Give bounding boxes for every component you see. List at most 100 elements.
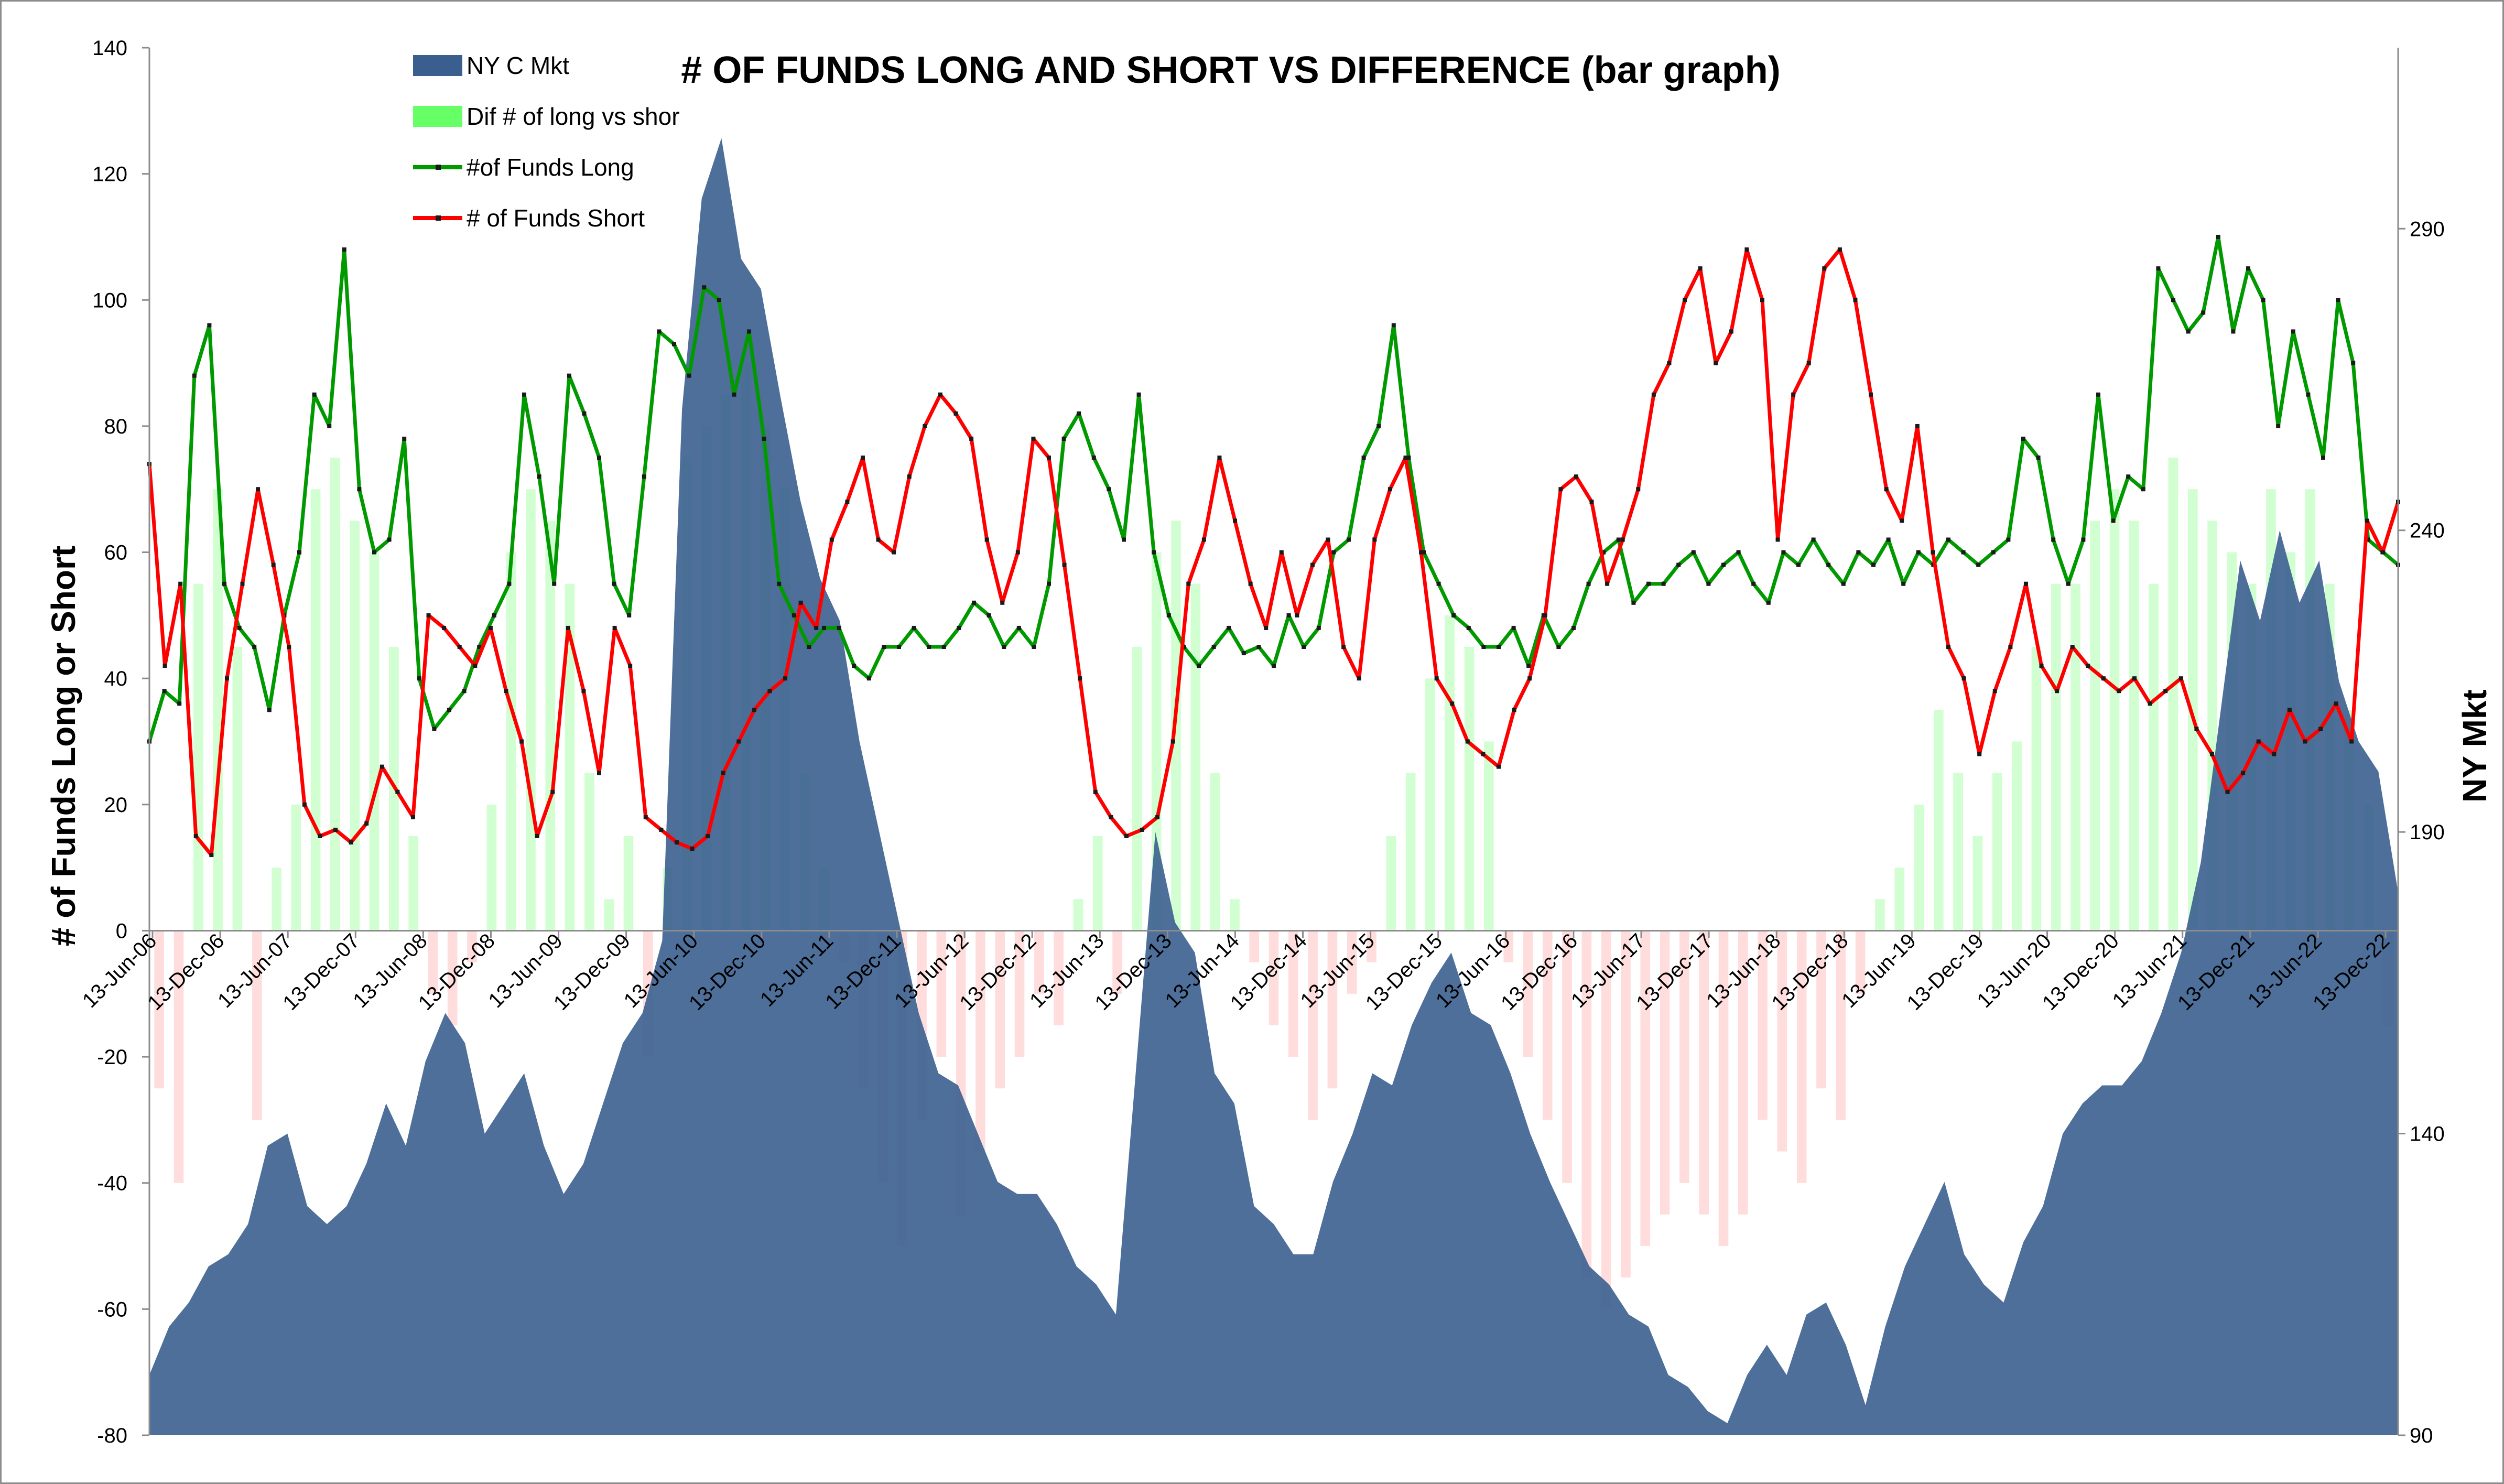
point-0-113: [1841, 581, 1846, 586]
legend-swatch-1: [413, 106, 462, 127]
point-1-1: [162, 664, 167, 668]
point-0-95: [1571, 625, 1576, 630]
bar-50: [1132, 647, 1142, 931]
bar-91: [1934, 710, 1944, 931]
point-0-24: [507, 581, 512, 586]
point-1-18: [426, 613, 431, 618]
bar-90: [1914, 804, 1924, 931]
point-0-40: [747, 329, 751, 334]
point-0-109: [1781, 550, 1786, 555]
point-0-8: [267, 708, 272, 712]
bar-62: [1367, 930, 1376, 962]
bar-10: [350, 521, 360, 931]
point-1-46: [860, 456, 865, 460]
point-1-35: [690, 847, 695, 851]
point-1-75: [1310, 562, 1315, 567]
point-1-23: [504, 689, 508, 694]
bar-77: [1660, 930, 1670, 1215]
point-0-68: [1166, 613, 1171, 618]
y-tick-label-2: 100: [92, 289, 127, 312]
legend-swatch-0: [413, 55, 462, 76]
point-1-44: [829, 537, 834, 542]
point-0-123: [1991, 550, 1996, 555]
point-0-80: [1347, 537, 1351, 542]
point-1-78: [1357, 676, 1361, 681]
point-1-33: [659, 827, 664, 832]
y-tick-label-10: -60: [97, 1298, 127, 1321]
point-0-85: [1422, 550, 1426, 555]
point-0-22: [477, 645, 482, 649]
point-0-131: [2111, 518, 2116, 523]
point-0-52: [927, 645, 931, 649]
point-0-57: [1002, 645, 1006, 649]
y-tick-label-3: 80: [104, 415, 128, 438]
point-0-86: [1436, 581, 1441, 586]
point-0-61: [1061, 436, 1066, 441]
point-0-127: [2051, 537, 2056, 542]
bar-65: [1425, 678, 1435, 931]
point-1-94: [1605, 581, 1610, 586]
y-tick-label-7: 0: [116, 919, 127, 943]
point-1-73: [1279, 550, 1284, 555]
point-1-19: [442, 625, 447, 630]
point-1-79: [1372, 537, 1377, 542]
bar-68: [1484, 741, 1494, 931]
point-1-24: [519, 739, 524, 744]
point-1-98: [1667, 361, 1672, 365]
point-1-49: [907, 474, 912, 479]
point-1-102: [1729, 329, 1733, 334]
point-1-138: [2287, 708, 2292, 712]
bar-100: [2109, 489, 2120, 931]
funds-lines: [147, 234, 2400, 858]
point-0-106: [1736, 550, 1741, 555]
bar-79: [1699, 930, 1709, 1215]
point-0-111: [1811, 537, 1816, 542]
bar-24: [623, 836, 634, 931]
point-0-97: [1601, 550, 1606, 555]
bar-2: [193, 583, 203, 931]
point-0-103: [1691, 550, 1696, 555]
bar-6: [272, 868, 281, 931]
point-1-72: [1264, 625, 1269, 630]
point-1-115: [1931, 550, 1935, 555]
point-1-139: [2303, 739, 2307, 744]
point-0-14: [357, 487, 362, 492]
y2-tick-label-1: 240: [2410, 519, 2445, 543]
bar-102: [2149, 583, 2159, 931]
point-0-126: [2036, 456, 2041, 460]
bar-78: [1679, 930, 1689, 1183]
chart-title: # OF FUNDS LONG AND SHORT VS DIFFERENCE …: [681, 49, 1780, 91]
point-0-129: [2081, 537, 2086, 542]
point-0-144: [2306, 392, 2311, 397]
point-1-108: [1822, 266, 1827, 271]
point-1-74: [1295, 613, 1299, 618]
point-1-110: [1853, 298, 1858, 302]
point-1-38: [736, 739, 741, 744]
point-1-111: [1869, 392, 1873, 397]
point-1-56: [1015, 550, 1020, 555]
point-0-51: [912, 625, 916, 630]
bar-20: [545, 521, 556, 931]
point-1-11: [318, 833, 322, 838]
point-0-2: [177, 701, 182, 706]
point-1-61: [1093, 789, 1098, 794]
point-1-3: [193, 833, 198, 838]
y-tick-label-4: 60: [104, 541, 128, 565]
point-1-25: [535, 833, 539, 838]
point-1-119: [1992, 689, 1997, 694]
point-1-135: [2241, 771, 2246, 775]
point-0-90: [1497, 645, 1501, 649]
point-0-101: [1661, 581, 1666, 586]
point-1-62: [1109, 815, 1113, 819]
bar-8: [310, 489, 321, 931]
point-0-65: [1122, 537, 1126, 542]
point-1-97: [1651, 392, 1656, 397]
point-0-102: [1676, 562, 1681, 567]
point-1-87: [1497, 764, 1501, 769]
point-1-57: [1031, 436, 1036, 441]
point-1-123: [2055, 689, 2059, 694]
point-1-32: [643, 815, 648, 819]
point-1-88: [1512, 708, 1516, 712]
point-0-132: [2126, 474, 2131, 479]
